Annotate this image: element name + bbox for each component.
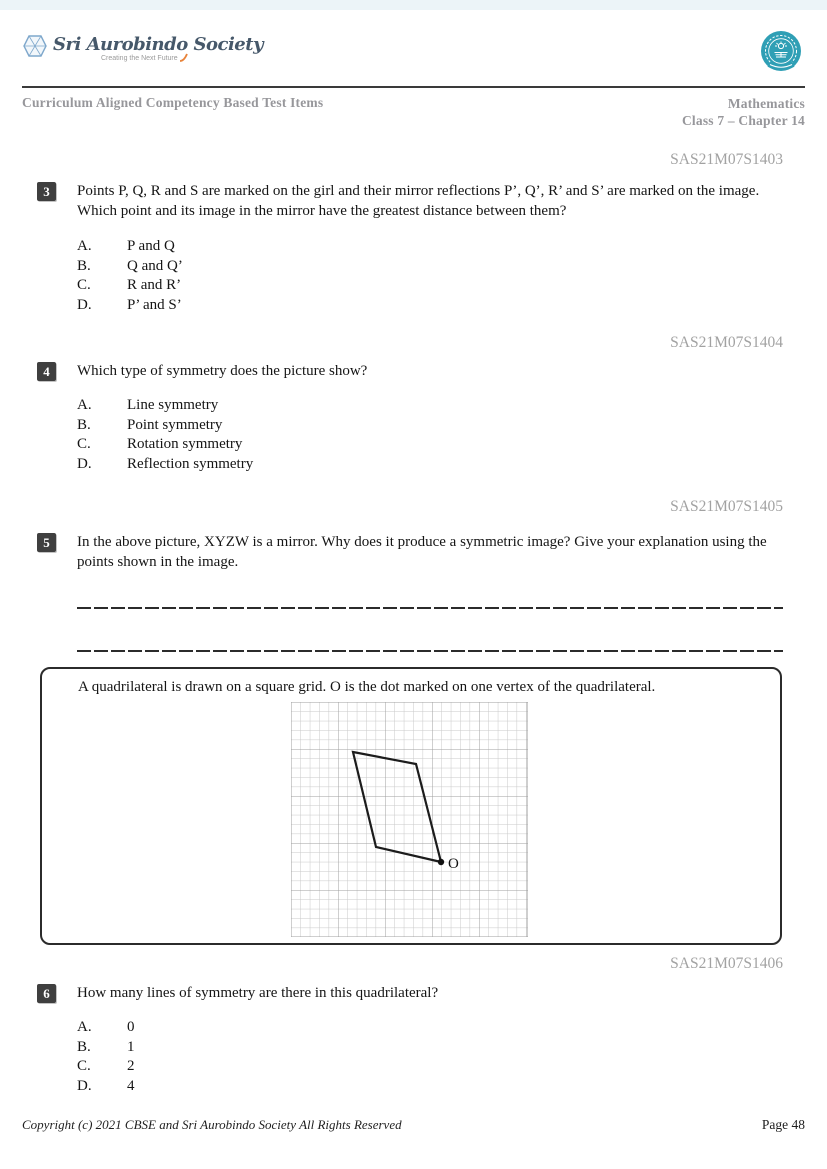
option-text: Point symmetry xyxy=(127,416,223,433)
option-row: A. Line symmetry xyxy=(77,396,253,416)
logo-wordmark: Sri Aurobindo Society xyxy=(53,34,264,55)
subject-block: Mathematics Class 7 – Chapter 14 xyxy=(682,95,805,129)
question-text: How many lines of symmetry are there in … xyxy=(77,985,439,1001)
option-letter: D. xyxy=(77,1077,92,1094)
option-row: B. Q and Q’ xyxy=(77,257,183,277)
answer-blank-line xyxy=(77,650,783,652)
option-row: A. 0 xyxy=(77,1018,135,1038)
option-text: Reflection symmetry xyxy=(127,455,254,472)
square-grid-figure: O xyxy=(290,701,529,942)
option-text: P’ and S’ xyxy=(127,296,182,313)
question-id: SAS21M07S1406 xyxy=(670,955,783,972)
option-row: B. 1 xyxy=(77,1038,135,1058)
option-letter: B. xyxy=(77,416,91,433)
question-number-badge: 3 xyxy=(37,182,56,201)
option-text: Rotation symmetry xyxy=(127,436,243,453)
question-4: 4 Which type of symmetry does the pictur… xyxy=(37,361,783,381)
figure-caption: A quadrilateral is drawn on a square gri… xyxy=(78,679,656,695)
option-row: C. R and R’ xyxy=(77,276,183,296)
question-6: 6 How many lines of symmetry are there i… xyxy=(37,983,783,1003)
question-4-options: A. Line symmetry B. Point symmetry C. Ro… xyxy=(77,396,253,474)
option-letter: B. xyxy=(77,1038,91,1055)
option-row: D. Reflection symmetry xyxy=(77,455,253,475)
question-text: Points P, Q, R and S are marked on the g… xyxy=(77,183,760,219)
figure-box: A quadrilateral is drawn on a square gri… xyxy=(40,667,782,945)
option-row: C. Rotation symmetry xyxy=(77,435,253,455)
question-5: 5 In the above picture, XYZW is a mirror… xyxy=(37,532,783,572)
question-text: In the above picture, XYZW is a mirror. … xyxy=(77,534,767,570)
question-3: 3 Points P, Q, R and S are marked on the… xyxy=(37,181,783,221)
option-text: P and Q xyxy=(127,238,175,254)
logo-tagline: Creating the Next Future xyxy=(101,53,263,64)
option-text: 0 xyxy=(127,1019,135,1035)
option-text: Line symmetry xyxy=(127,397,219,413)
option-letter: A. xyxy=(77,1019,92,1035)
question-id: SAS21M07S1403 xyxy=(670,151,783,168)
option-row: D. P’ and S’ xyxy=(77,296,183,316)
society-logo: Sri Aurobindo Society Creating the Next … xyxy=(22,34,264,64)
option-text: 4 xyxy=(127,1077,135,1094)
copyright-text: Copyright (c) 2021 CBSE and Sri Aurobind… xyxy=(22,1117,402,1132)
option-letter: B. xyxy=(77,257,91,274)
option-letter: A. xyxy=(77,397,92,413)
swoosh-icon xyxy=(179,53,188,64)
hexagon-logo-icon xyxy=(22,34,48,63)
question-id: SAS21M07S1405 xyxy=(670,498,783,515)
page-top-tint xyxy=(0,0,827,10)
option-text: Q and Q’ xyxy=(127,257,183,274)
option-letter: C. xyxy=(77,436,91,453)
option-letter: D. xyxy=(77,455,92,472)
option-row: D. 4 xyxy=(77,1077,135,1097)
option-letter: C. xyxy=(77,277,91,294)
question-number-badge: 5 xyxy=(37,533,56,552)
document-title: Curriculum Aligned Competency Based Test… xyxy=(22,95,324,110)
option-letter: A. xyxy=(77,238,92,254)
question-id: SAS21M07S1404 xyxy=(670,334,783,351)
option-row: A. P and Q xyxy=(77,237,183,257)
society-badge-icon xyxy=(760,30,802,79)
question-6-options: A. 0 B. 1 C. 2 D. 4 xyxy=(77,1018,135,1096)
option-row: C. 2 xyxy=(77,1057,135,1077)
option-text: 1 xyxy=(127,1038,135,1055)
question-number-badge: 6 xyxy=(37,984,56,1003)
page-number: Page 48 xyxy=(761,1117,805,1132)
class-chapter-label: Class 7 – Chapter 14 xyxy=(681,113,805,128)
vertex-dot xyxy=(437,858,445,866)
option-text: R and R’ xyxy=(127,277,182,294)
option-letter: C. xyxy=(77,1058,91,1075)
vertex-label: O xyxy=(448,856,459,872)
option-letter: D. xyxy=(77,296,92,313)
option-row: B. Point symmetry xyxy=(77,416,253,436)
question-number-badge: 4 xyxy=(37,362,56,381)
header-divider xyxy=(22,86,805,88)
option-text: 2 xyxy=(127,1058,135,1075)
question-text: Which type of symmetry does the picture … xyxy=(77,363,368,379)
answer-blank-line xyxy=(77,607,783,609)
subject-label: Mathematics xyxy=(727,96,805,111)
question-3-options: A. P and Q B. Q and Q’ C. R and R’ D. P’… xyxy=(77,237,183,315)
